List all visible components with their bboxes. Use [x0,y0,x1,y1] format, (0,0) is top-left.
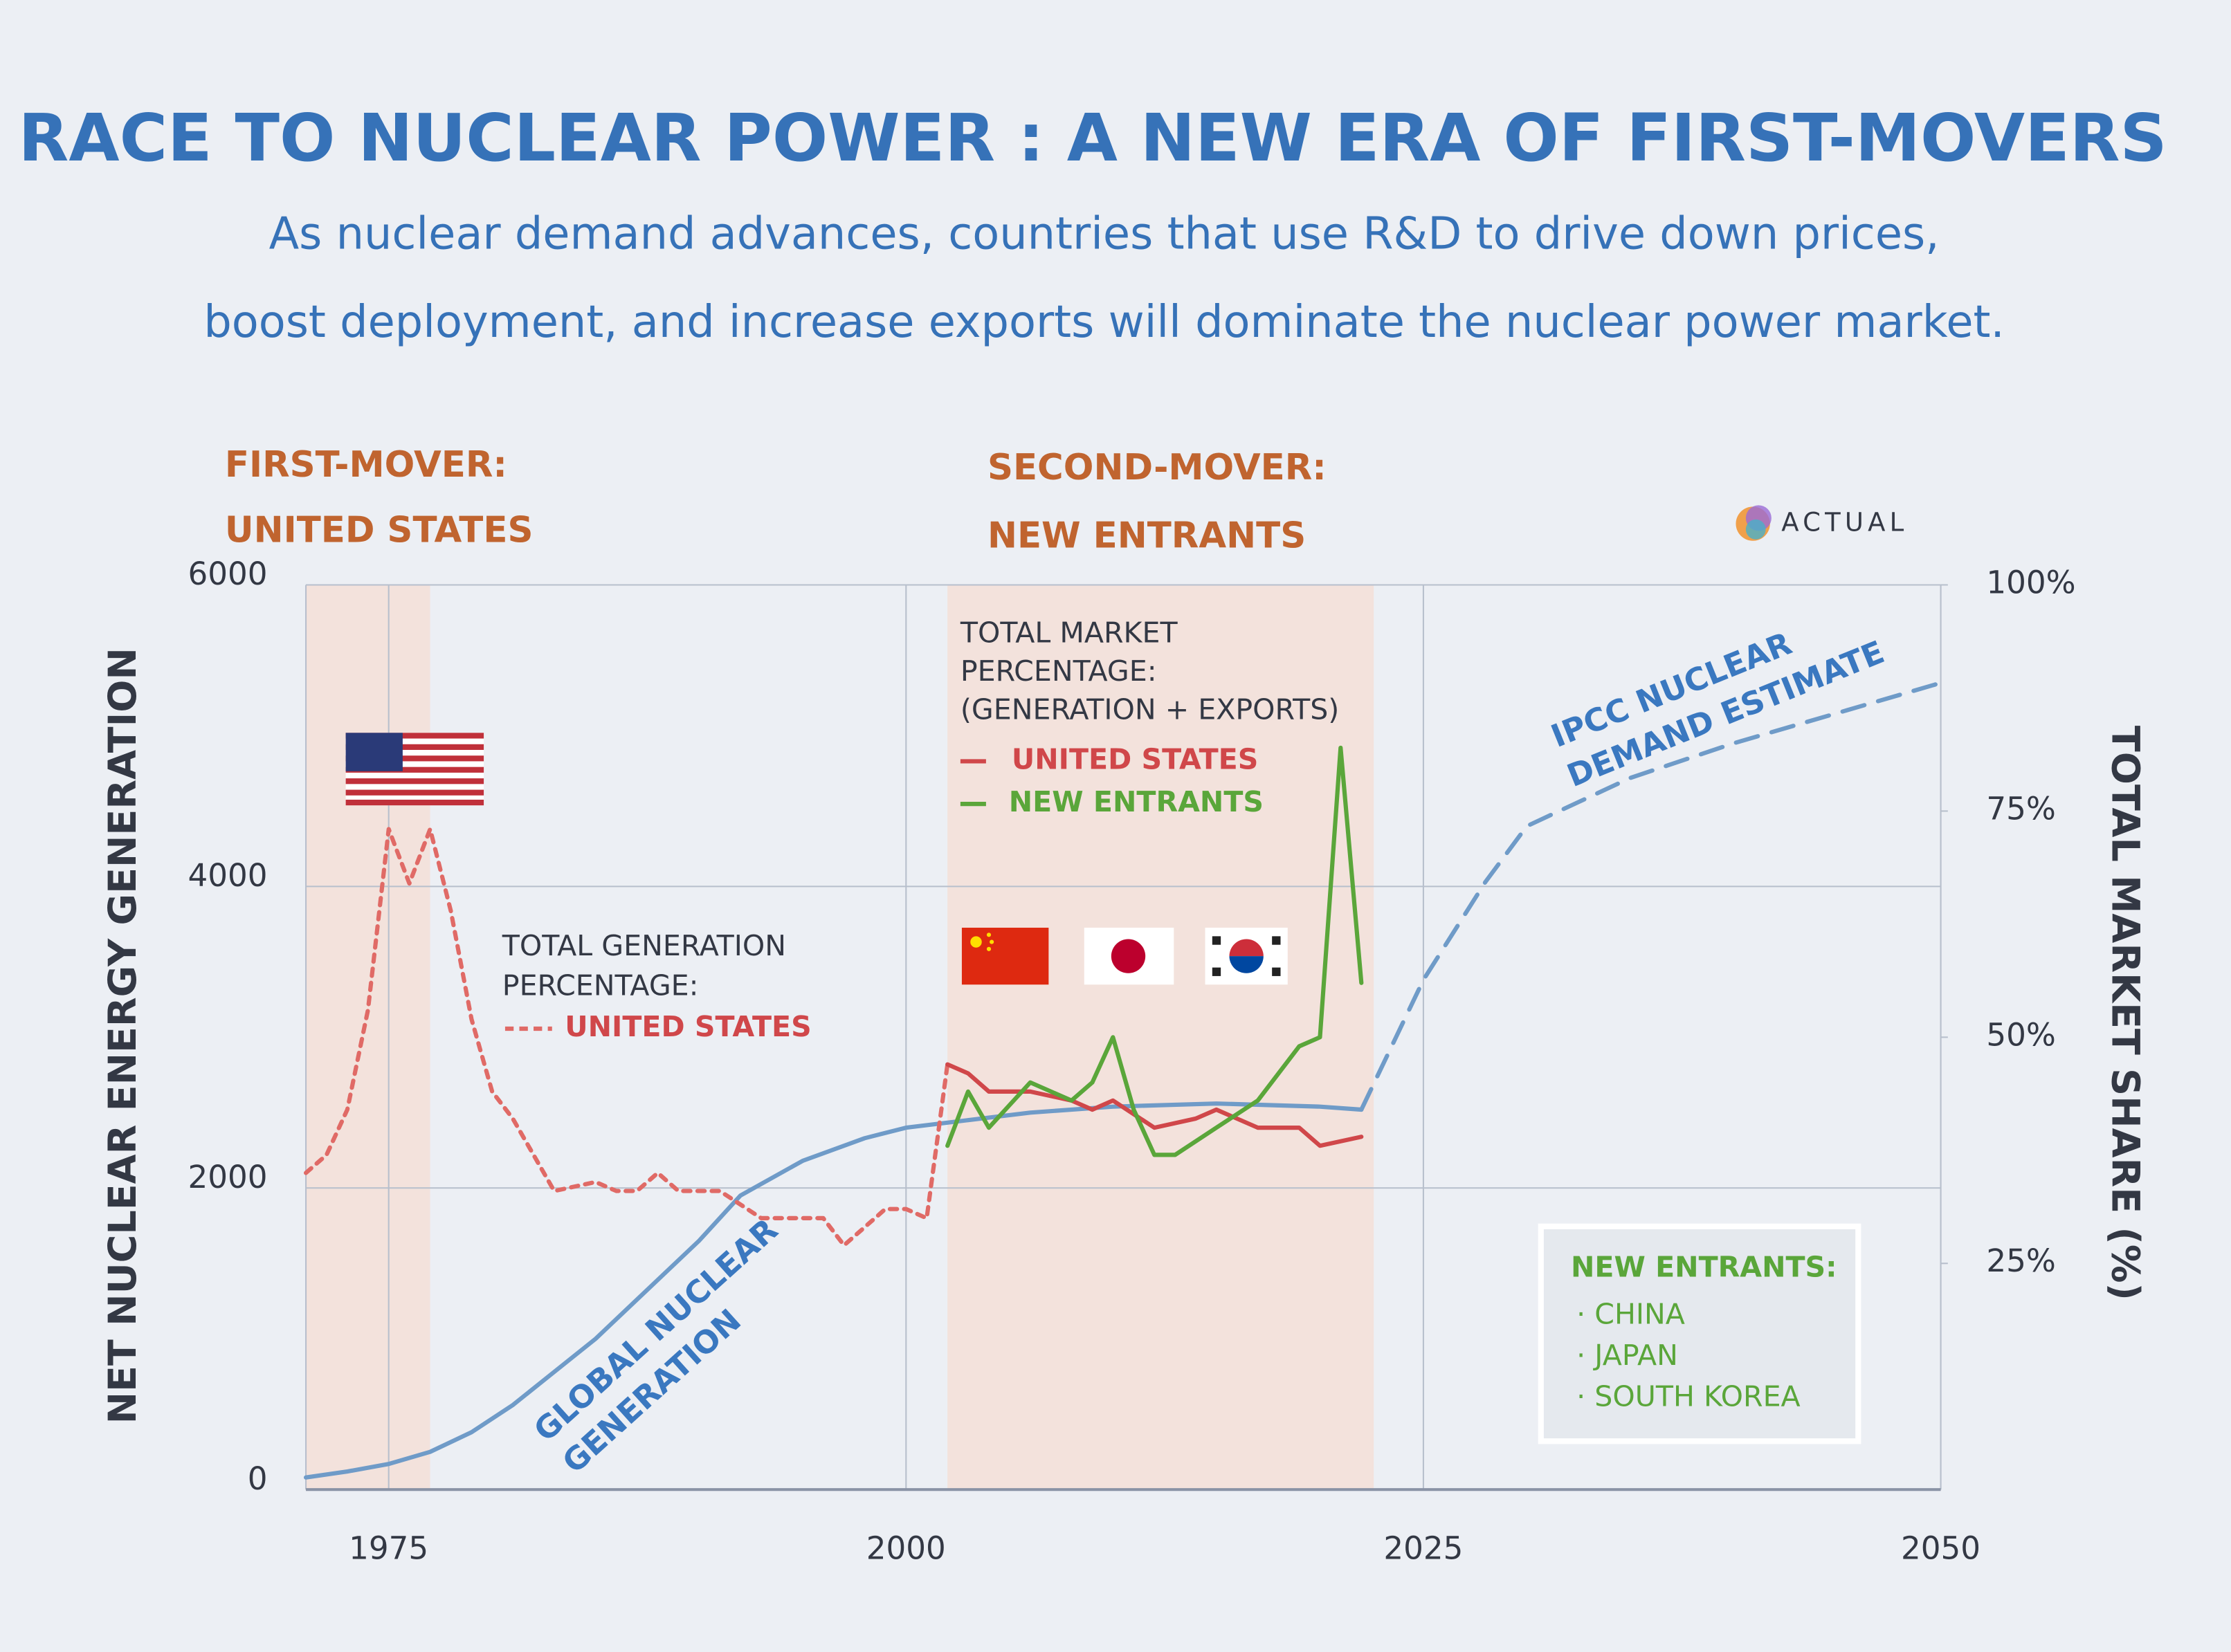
y2-tick-label: 50% [1986,1016,2056,1053]
flag-star [986,946,992,951]
flag-stripe [345,744,484,750]
x-tick-label: 1975 [349,1530,428,1567]
logo-text: ACTUAL [1781,508,1908,538]
series-line [1359,681,1943,1112]
legend-label: NEW ENTRANTS [1009,785,1264,818]
entrants-box-item: · JAPAN [1576,1339,1678,1372]
x-tick-label: 2050 [1901,1530,1980,1567]
japan-flag [1084,928,1174,985]
entrants-box: NEW ENTRANTS: · CHINA · JAPAN · SOUTH KO… [1538,1223,1861,1444]
flag-trigram [1272,936,1281,945]
flag-star [986,933,992,937]
y-tick-label: 0 [248,1460,268,1497]
flag-stripe [345,767,484,773]
series-line [303,827,950,1248]
second-mover-label: SECOND-MOVER: NEW ENTRANTS [987,447,1327,557]
china-flag [961,928,1049,985]
flag-taeguk [1229,939,1264,957]
legend-label: UNITED STATES [1012,742,1258,775]
y2-tick-label: 100% [1986,564,2075,600]
y-tick-label: 6000 [188,556,267,592]
legend-label: UNITED STATES [565,1010,811,1043]
entrants-box-frame [1538,1223,1861,1444]
chart-title: RACE TO NUCLEAR POWER : A NEW ERA OF FIR… [19,100,2167,176]
flag-trigram [1212,936,1221,945]
flag-field [961,928,1049,985]
series-line [945,745,1364,1157]
flag-stripe [345,799,484,806]
flag-star [990,939,994,944]
flag-sun [1111,939,1146,973]
y2-axis-title: TOTAL MARKET SHARE (%) [2103,726,2148,1301]
y-tick-label: 2000 [188,1159,267,1195]
highlight-span [306,585,430,1490]
first-mover-label: FIRST-MOVER: UNITED STATES [225,444,534,551]
x-tick-label: 2025 [1383,1530,1463,1567]
entrants-box-title: NEW ENTRANTS: [1571,1250,1837,1283]
x-tick-label: 2000 [866,1530,946,1567]
flag-trigram [1272,967,1281,976]
chart-subtitle: As nuclear demand advances, countries th… [203,208,2004,347]
logo: ACTUAL [1736,505,1908,541]
flag-taeguk [1229,956,1264,973]
flag-stripe [345,733,484,739]
flag-stripe [345,778,484,784]
y-tick-label: 4000 [188,857,267,894]
flag-canton [345,733,403,771]
y2-tick-label: 25% [1986,1242,2056,1279]
flag-trigram [1212,967,1221,976]
y2-tick-label: 75% [1986,790,2056,827]
entrants-box-item: · SOUTH KOREA [1576,1380,1801,1413]
flag-stripe [345,789,484,796]
y-axis-title: NET NUCLEAR ENERGY GENERATION [100,648,145,1424]
highlight-span [947,585,1374,1490]
flag-stripe [345,755,484,762]
entrants-box-item: · CHINA [1576,1297,1685,1330]
korea-flag [1205,928,1288,985]
market-legend-title: TOTAL MARKET PERCENTAGE: (GENERATION + EXP… [960,616,1339,726]
flag-star [970,936,982,948]
generation-legend-title: TOTAL GENERATION PERCENTAGE: [502,929,786,1002]
logo-icon [1745,519,1766,540]
us-flag [345,733,484,806]
